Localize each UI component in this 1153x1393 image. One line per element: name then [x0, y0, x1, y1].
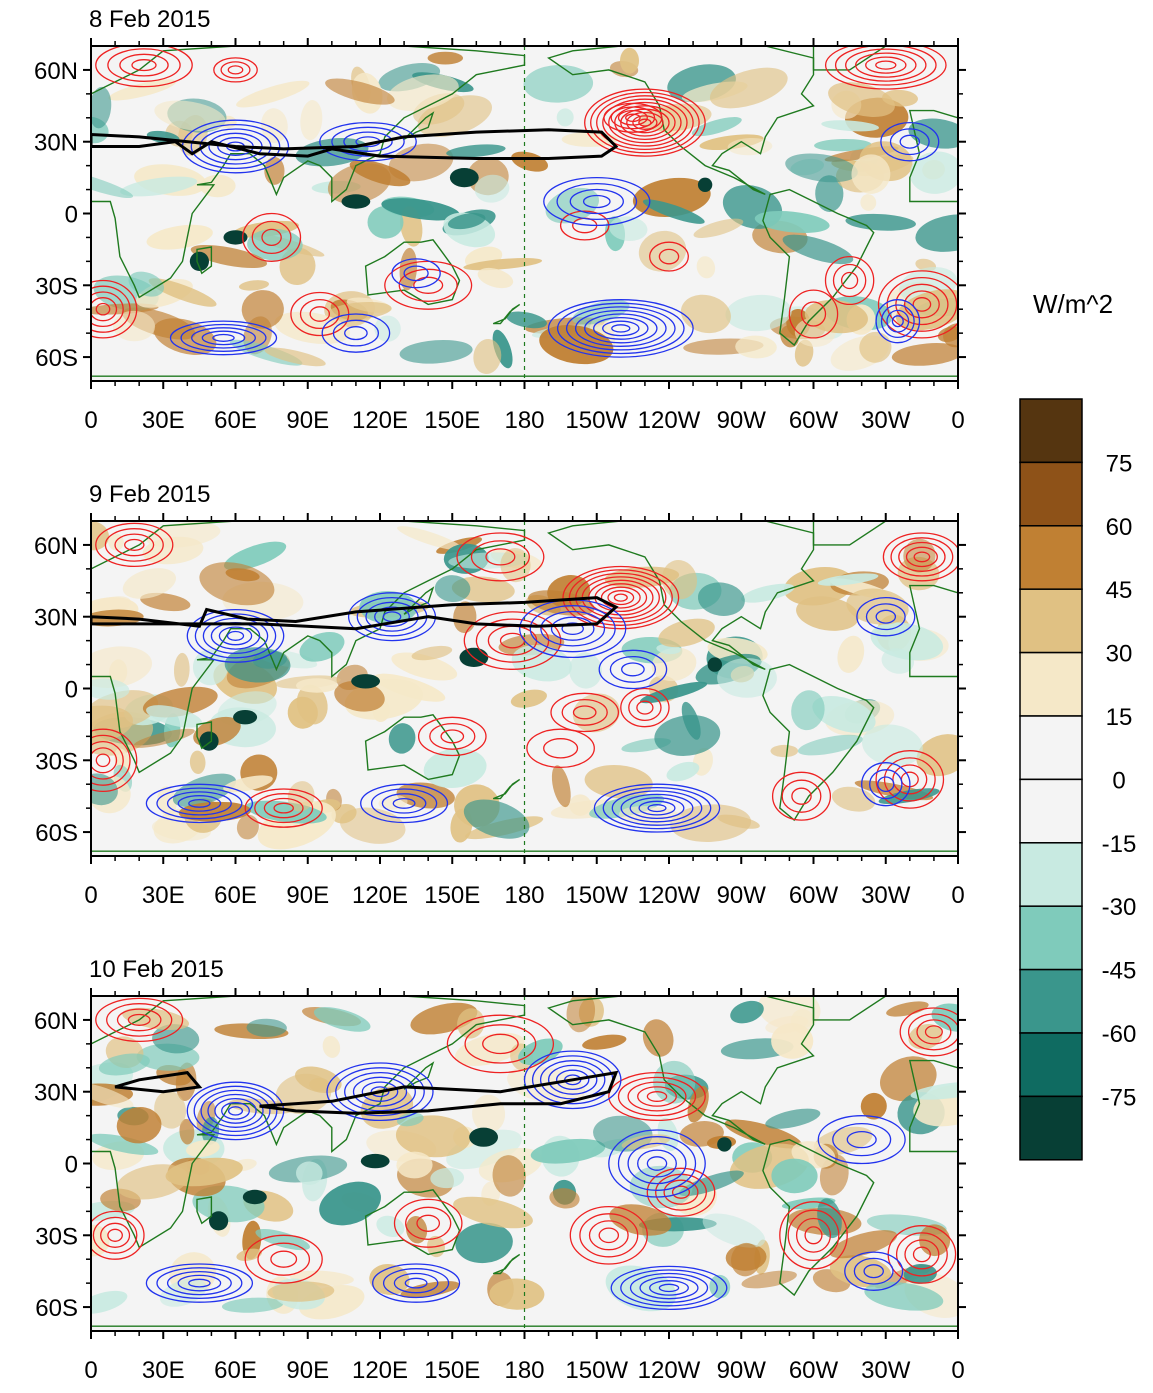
lon-tick-label: 30W — [861, 882, 911, 909]
contours-1 — [91, 46, 958, 358]
lon-tick-label: 180 — [504, 882, 544, 909]
colorbar-box — [1019, 968, 1083, 1034]
lat-tick-label: 60S — [35, 345, 78, 372]
lon-tick-label: 0 — [951, 1357, 964, 1384]
lat-tick-label: 30S — [35, 273, 78, 300]
lon-tick-label: 90W — [717, 1357, 767, 1384]
lon-tick-label: 0 — [84, 1357, 97, 1384]
colorbar-box — [1019, 525, 1083, 590]
lon-tick-label: 30E — [142, 407, 185, 434]
coastlines-2 — [91, 521, 958, 856]
colorbar-box — [1019, 1095, 1083, 1161]
lon-tick-label: 120E — [352, 882, 408, 909]
lat-tick-label: 0 — [65, 202, 78, 229]
lat-tick-label: 30N — [34, 605, 78, 632]
colorbar-box — [1019, 778, 1083, 844]
colorbar-label: 0 — [1112, 767, 1125, 794]
colorbar-label: -15 — [1102, 831, 1137, 858]
lon-tick-label: 90W — [717, 882, 767, 909]
lat-tick-label: 0 — [65, 1152, 78, 1179]
lon-tick-label: 150W — [565, 1357, 628, 1384]
lat-tick-label: 30S — [35, 748, 78, 775]
lon-tick-label: 60W — [789, 1357, 839, 1384]
colorbar-label: -30 — [1102, 894, 1137, 921]
lon-tick-label: 120W — [638, 1357, 701, 1384]
lon-tick-label: 120E — [352, 1357, 408, 1384]
lon-tick-label: 0 — [84, 882, 97, 909]
panel-title-2: 9 Feb 2015 — [89, 481, 210, 508]
lon-tick-label: 120W — [638, 882, 701, 909]
colorbar-label: 30 — [1106, 641, 1133, 668]
map-panel-1: 8 Feb 2015 0 30E 60E 90E 120E 150E 180 150W 120W… — [34, 6, 966, 434]
lat-tick-label: 30S — [35, 1223, 78, 1250]
panel-title-1: 8 Feb 2015 — [89, 6, 210, 33]
lat-tick-label: 30N — [34, 1080, 78, 1107]
lon-tick-label: 150W — [565, 407, 628, 434]
lat-tick-label: 60S — [35, 820, 78, 847]
lon-tick-label: 30E — [142, 882, 185, 909]
colorbar-label: 75 — [1106, 450, 1133, 477]
colorbar: W/m^2 75 60 45 30 15 0 -15 -30 -45 -60 -75 — [1019, 289, 1137, 1161]
colorbar-box — [1019, 1032, 1083, 1098]
lon-tick-label: 180 — [504, 1357, 544, 1384]
lon-tick-label: 150W — [565, 882, 628, 909]
anomaly-shading-2 — [91, 521, 958, 856]
colorbar-box — [1019, 398, 1083, 464]
contours-2 — [91, 522, 958, 833]
map-panel-3: 10 Feb 2015 0 30E 60E 90E 120E 150E 180 150W 120… — [34, 956, 966, 1384]
lon-tick-label: 60E — [214, 1357, 257, 1384]
lon-tick-label: 150E — [424, 1357, 480, 1384]
colorbar-label: -75 — [1102, 1084, 1137, 1111]
lon-tick-label: 150E — [424, 407, 480, 434]
lon-tick-label: 30W — [861, 407, 911, 434]
lon-tick-label: 60E — [214, 882, 257, 909]
colorbar-label: 45 — [1106, 577, 1133, 604]
map-panel-2: 9 Feb 2015 0 30E 60E 90E 120E 150E 180 150W 120W… — [34, 481, 966, 909]
colorbar-box — [1019, 651, 1083, 717]
axes-3: 0 30E 60E 90E 120E 150E 180 150W 120W 90W 60W 30W 0 6… — [34, 988, 966, 1384]
colorbar-labels: 75 60 45 30 15 0 -15 -30 -45 -60 -75 — [1102, 450, 1137, 1111]
lon-tick-label: 60W — [789, 882, 839, 909]
lat-tick-label: 60N — [34, 1008, 78, 1035]
colorbar-box — [1019, 715, 1083, 781]
colorbar-label: 15 — [1106, 704, 1133, 731]
axes-1: 0 30E 60E 90E 120E 150E 180 150W 120W 90W 60W 30W 0 6… — [34, 38, 966, 434]
lon-tick-label: 180 — [504, 407, 544, 434]
contours-3 — [91, 997, 958, 1311]
lon-tick-label: 0 — [951, 407, 964, 434]
colorbar-boxes — [1019, 398, 1083, 1161]
lon-tick-label: 120W — [638, 407, 701, 434]
lon-tick-label: 90E — [286, 882, 329, 909]
lon-tick-label: 0 — [951, 882, 964, 909]
colorbar-label: 60 — [1106, 514, 1133, 541]
lon-tick-label: 60E — [214, 407, 257, 434]
lon-tick-label: 30W — [861, 1357, 911, 1384]
colorbar-units: W/m^2 — [1033, 289, 1113, 319]
lon-tick-label: 90E — [286, 407, 329, 434]
lon-tick-label: 150E — [424, 882, 480, 909]
lat-tick-label: 60N — [34, 58, 78, 85]
colorbar-box — [1019, 461, 1083, 527]
lon-tick-label: 0 — [84, 407, 97, 434]
panel-title-3: 10 Feb 2015 — [89, 956, 224, 983]
lon-tick-label: 30E — [142, 1357, 185, 1384]
colorbar-box — [1019, 905, 1083, 971]
axes-2: 0 30E 60E 90E 120E 150E 180 150W 120W 90W 60W 30W 0 6… — [34, 513, 966, 909]
anomaly-shading-1 — [91, 46, 958, 381]
lon-tick-label: 120E — [352, 407, 408, 434]
anomaly-shading-3 — [91, 996, 958, 1331]
colorbar-label: -45 — [1102, 958, 1137, 985]
colorbar-label: -60 — [1102, 1021, 1137, 1048]
lat-tick-label: 0 — [65, 677, 78, 704]
lat-tick-label: 60S — [35, 1295, 78, 1322]
lon-tick-label: 90E — [286, 1357, 329, 1384]
lat-tick-label: 30N — [34, 130, 78, 157]
colorbar-box — [1019, 842, 1083, 907]
lat-tick-label: 60N — [34, 533, 78, 560]
lon-tick-label: 60W — [789, 407, 839, 434]
colorbar-box — [1019, 588, 1083, 654]
lon-tick-label: 90W — [717, 407, 767, 434]
